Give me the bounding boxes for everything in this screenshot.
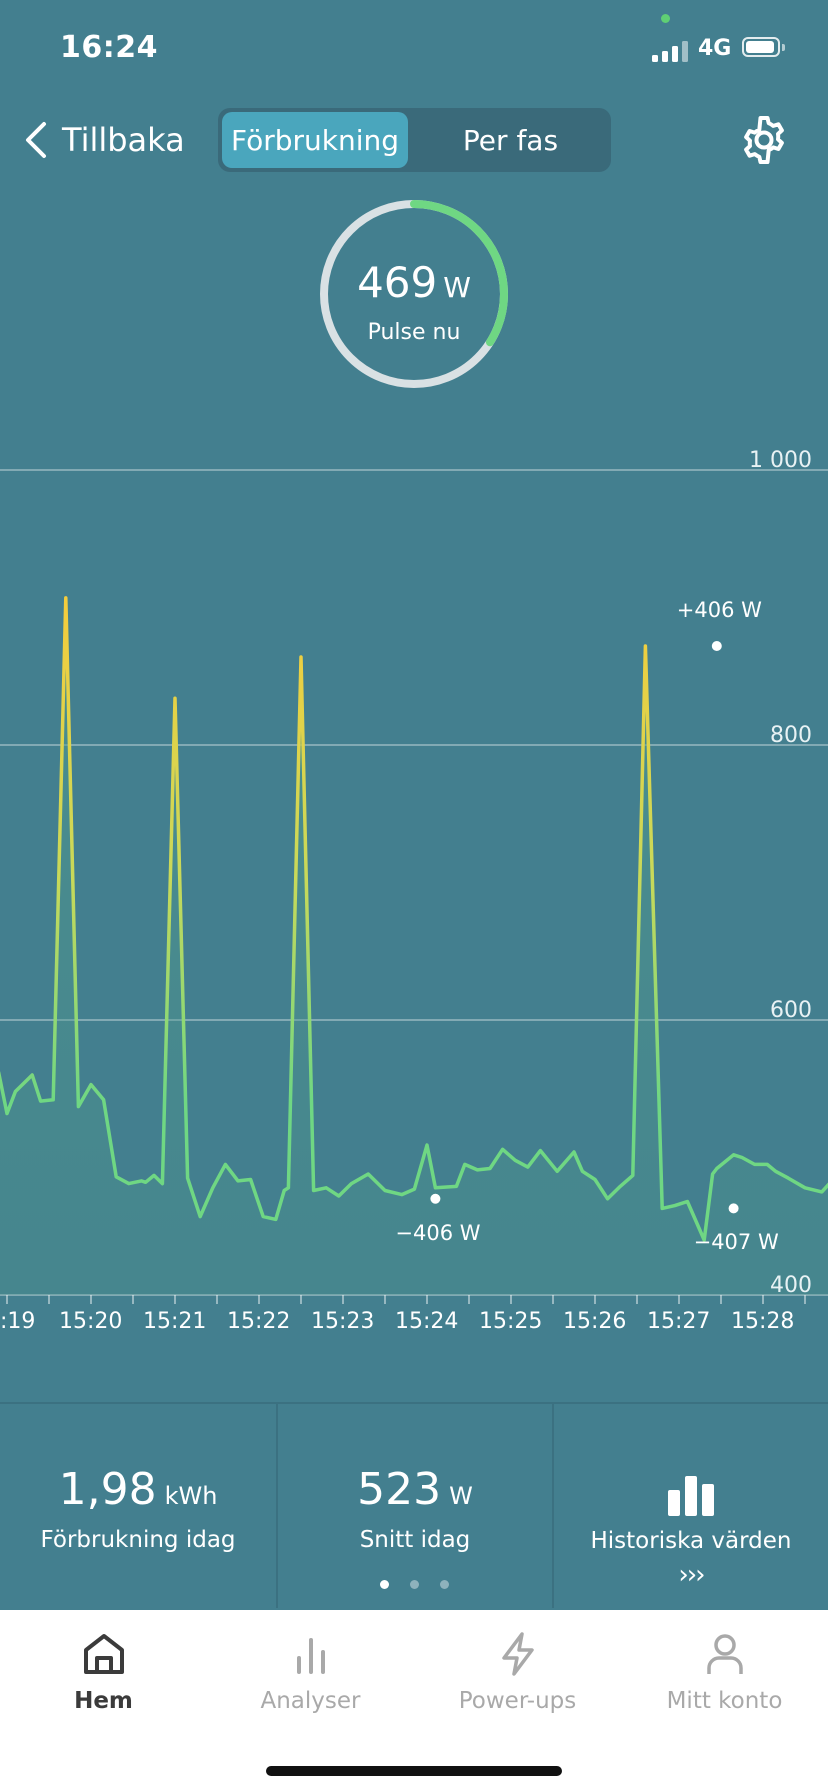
bar-chart-icon (668, 1476, 714, 1516)
network-type: 4G (698, 36, 732, 61)
series-area (0, 597, 828, 1295)
x-tick-label: 15:24 (395, 1309, 459, 1334)
gauge-unit: W (443, 271, 471, 304)
tab-hem[interactable]: Hem (0, 1630, 207, 1714)
annotation-label: +406 W (676, 598, 762, 622)
y-tick-label: 400 (770, 1273, 812, 1298)
x-tick-label: 15:26 (563, 1309, 627, 1334)
settings-gear-icon[interactable] (736, 112, 792, 168)
annotation-point (711, 641, 722, 651)
status-time: 16:24 (60, 30, 158, 65)
lightning-icon (501, 1632, 534, 1676)
stat-value: 1,98 kWh (58, 1464, 218, 1515)
tab-label: Power-ups (458, 1688, 577, 1714)
home-icon (83, 1634, 124, 1674)
annotation-label: −407 W (693, 1230, 779, 1255)
x-tick-label: 15:21 (143, 1309, 207, 1334)
tab-label: Hem (74, 1688, 133, 1714)
gauge-value: 469 W (316, 258, 512, 307)
y-tick-label: 1 000 (749, 448, 812, 473)
page-dot (410, 1580, 419, 1589)
annotation-point (728, 1203, 739, 1214)
x-tick-label: 15:23 (311, 1309, 375, 1334)
gauge-label: Pulse nu (367, 320, 461, 345)
segment-forbrukning[interactable]: Förbrukning (222, 112, 408, 168)
tab-power-ups[interactable]: Power-ups (414, 1630, 621, 1714)
history-label: Historiska värden (590, 1528, 792, 1554)
tab-label: Mitt konto (666, 1688, 783, 1714)
y-tick-label: 800 (770, 723, 812, 748)
y-tick-label: 600 (770, 998, 812, 1023)
x-tick-label: 15:28 (731, 1309, 795, 1334)
tab-label: Analyser (260, 1688, 361, 1714)
tab-bar (0, 1610, 828, 1792)
x-tick-label: 15:25 (479, 1309, 543, 1334)
home-indicator (266, 1766, 562, 1776)
live-power-gauge (320, 200, 508, 388)
tab-mitt-konto[interactable]: Mitt konto (621, 1630, 828, 1714)
person-icon (706, 1634, 743, 1674)
power-line-chart (0, 469, 828, 1304)
back-button[interactable]: Tillbaka (22, 112, 185, 168)
annotation-point (430, 1193, 441, 1204)
battery-icon (742, 37, 786, 59)
view-segmented-control: Förbrukning Per fas (218, 108, 611, 172)
chevrons-icon: ››› (678, 1560, 705, 1590)
annotation-label: −406 W (395, 1220, 481, 1245)
page-dot-active (380, 1580, 389, 1589)
stat-label: Snitt idag (359, 1527, 471, 1553)
stat-value: 523 W (357, 1464, 473, 1515)
stat-label: Förbrukning idag (40, 1527, 236, 1553)
cellular-signal-icon (652, 40, 688, 62)
stat-consumption-today[interactable]: 1,98 kWh Förbrukning idag (0, 1404, 276, 1668)
x-tick-label: 15:20 (59, 1309, 123, 1334)
history-button[interactable]: Historiska värden ››› (554, 1404, 828, 1680)
stats-divider (0, 1402, 828, 1404)
chevron-left-icon (26, 122, 46, 158)
tab-analyser[interactable]: Analyser (207, 1630, 414, 1714)
stat-separator (276, 1404, 278, 1608)
gauge-number: 469 (357, 258, 438, 307)
segment-per-fas[interactable]: Per fas (462, 123, 559, 157)
stat-separator (552, 1404, 554, 1608)
x-tick-label: :19 (0, 1309, 36, 1334)
privacy-indicator-dot (661, 14, 670, 23)
x-tick-label: 15:22 (227, 1309, 291, 1334)
page-dot (440, 1580, 449, 1589)
gauge-progress-arc (320, 200, 508, 388)
series-line (0, 596, 828, 1242)
x-tick-label: 15:27 (647, 1309, 711, 1334)
back-label: Tillbaka (62, 121, 185, 159)
bar-chart-icon (296, 1638, 325, 1674)
stat-average-today[interactable]: 523 W Snitt idag (278, 1404, 552, 1668)
